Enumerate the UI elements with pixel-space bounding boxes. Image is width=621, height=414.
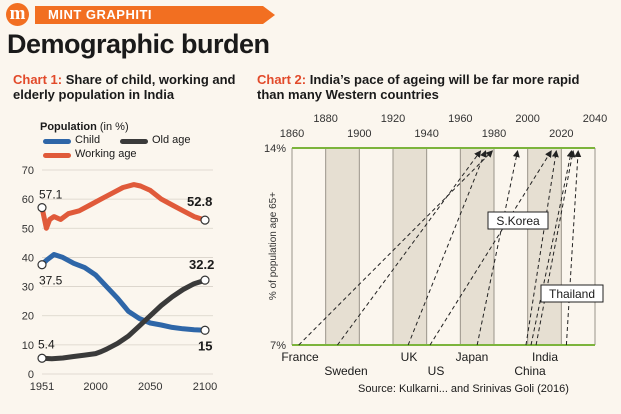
data-point-5-4 — [37, 353, 47, 363]
chart1-subtitle: Chart 1: Share of child, working and eld… — [13, 72, 243, 102]
data-point-52-8 — [200, 215, 210, 225]
legend-title-text: Population — [40, 121, 97, 133]
box-skorea — [487, 211, 549, 230]
y-tick-label-60: 60 — [22, 194, 34, 206]
band-1880 — [325, 148, 360, 345]
x-tick-label-1951: 1951 — [30, 381, 54, 393]
band-1920 — [393, 148, 427, 345]
series-line-working-age — [39, 182, 208, 231]
page-title: Demographic burden — [7, 29, 270, 59]
x-tick-label-2050: 2050 — [138, 381, 162, 393]
country-label-india: India — [532, 350, 558, 364]
x-tick-label-1940: 1940 — [414, 128, 438, 140]
x-tick-label-1880: 1880 — [313, 113, 337, 125]
ageing-arrow-france — [298, 150, 494, 346]
data-label-52-8: 52.8 — [187, 194, 212, 209]
legend-child-swatch — [43, 139, 71, 144]
x-tick-label-2000: 2000 — [83, 381, 107, 393]
data-label-57-1: 57.1 — [39, 188, 63, 202]
country-label-japan: Japan — [456, 350, 489, 364]
data-point-57-1 — [37, 202, 47, 213]
ageing-arrow-china — [530, 150, 574, 346]
legend-working-swatch — [43, 153, 71, 158]
legend-child: Child — [75, 134, 101, 146]
x-tick-label-1920: 1920 — [381, 113, 405, 125]
x-tick-label-2000: 2000 — [515, 113, 539, 125]
x-tick-label-1860: 1860 — [280, 128, 304, 140]
country-label-uk: UK — [401, 350, 418, 364]
legend-unit: (in %) — [99, 121, 129, 133]
chart2-label: Chart 2: — [257, 72, 307, 87]
y-tick-label-10: 10 — [22, 340, 34, 352]
x-tick-label-2040: 2040 — [583, 113, 607, 125]
banner-label: MINT GRAPHITI — [48, 7, 152, 22]
data-label-5-4: 5.4 — [38, 337, 55, 351]
x-tick-label-1900: 1900 — [347, 128, 371, 140]
ageing-arrow-sweden — [337, 150, 482, 346]
chart1-label: Chart 1: — [13, 72, 63, 87]
data-label-32-2: 32.2 — [189, 257, 214, 272]
y-tick-label-50: 50 — [22, 223, 34, 235]
y-level-label-14: 14% — [264, 143, 286, 155]
ribbon-shape — [35, 6, 275, 24]
ageing-arrow-s-korea — [525, 150, 559, 346]
legend-title: Population (in %) — [40, 121, 129, 133]
ageing-arrow-uk — [407, 150, 487, 346]
header-banner: m MINT GRAPHITI — [0, 0, 621, 30]
y-level-label-7: 7% — [270, 340, 286, 352]
ageing-arrow-india — [565, 150, 582, 346]
data-point-37-5 — [37, 260, 47, 270]
y-tick-label-20: 20 — [22, 311, 34, 323]
source-note: Source: Kulkarni... and Srinivas Goli (2… — [358, 383, 569, 395]
ageing-arrow-thailand — [535, 150, 576, 346]
data-label-15: 15 — [198, 338, 212, 353]
band-1960 — [460, 148, 494, 345]
y-tick-label-40: 40 — [22, 252, 34, 264]
data-label-37-5: 37.5 — [39, 274, 63, 288]
country-label-sweden: Sweden — [324, 364, 367, 378]
box-thailand — [540, 284, 604, 303]
legend-old: Old age — [152, 134, 191, 146]
chart1-text: Share of child, working and elderly popu… — [13, 72, 236, 102]
band-2000 — [527, 148, 562, 345]
ageing-arrow-japan — [476, 150, 520, 346]
country-label-thailand: Thailand — [549, 287, 595, 301]
chart2-text: India’s pace of ageing will be far more … — [257, 72, 580, 102]
ageing-arrow-us — [429, 150, 552, 346]
data-point-15 — [200, 325, 210, 335]
country-label-s-korea: S.Korea — [496, 214, 540, 228]
y-axis-label: % of population age 65+ — [268, 192, 279, 300]
series-line-child — [39, 252, 208, 333]
x-tick-label-2100: 2100 — [193, 381, 217, 393]
legend-old-swatch — [120, 139, 148, 144]
y-tick-label-30: 30 — [22, 282, 34, 294]
country-label-france: France — [281, 350, 319, 364]
data-point-32-2 — [200, 275, 210, 285]
legend-working: Working age — [75, 148, 137, 160]
country-label-us: US — [428, 364, 445, 378]
series-line-old-age — [39, 277, 208, 362]
x-tick-label-1960: 1960 — [448, 113, 472, 125]
country-label-china: China — [514, 364, 546, 378]
x-tick-label-1980: 1980 — [482, 128, 506, 140]
x-tick-label-2020: 2020 — [549, 128, 573, 140]
mint-logo: m — [6, 3, 29, 26]
y-tick-label-0: 0 — [28, 369, 34, 381]
chart2-subtitle: Chart 2: India’s pace of ageing will be … — [257, 72, 607, 102]
y-tick-label-70: 70 — [22, 165, 34, 177]
